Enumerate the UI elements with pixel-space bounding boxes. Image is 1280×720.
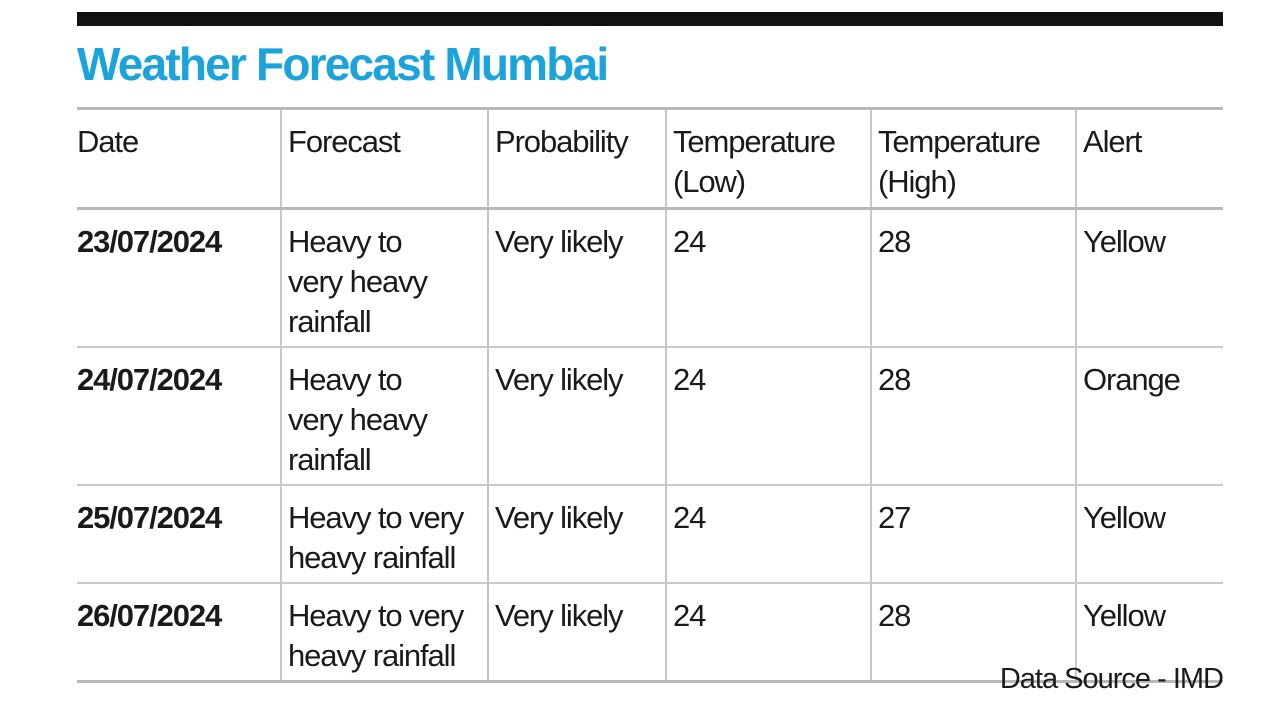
cell-date: 23/07/2024 (77, 224, 222, 259)
cell-temperature-low: 24 (665, 485, 871, 583)
cell-date: 25/07/2024 (77, 500, 222, 535)
cell-forecast: Heavy to very heavy rainfall (280, 347, 488, 485)
column-header-temperature-low: Temperature (Low) (665, 108, 871, 209)
table-row: 25/07/2024 Heavy to very heavy rainfall … (77, 485, 1223, 583)
cell-probability: Very likely (487, 347, 666, 485)
cell-forecast: Heavy to very heavy rainfall (280, 485, 488, 583)
cell-probability: Very likely (487, 208, 666, 347)
cell-forecast: Heavy to very heavy rainfall (280, 208, 488, 347)
column-header-alert: Alert (1075, 108, 1223, 209)
cell-temperature-low: 24 (665, 347, 871, 485)
cell-temperature-high: 28 (870, 208, 1076, 347)
column-header-temperature-high: Temperature (High) (870, 108, 1076, 209)
cell-alert: Yellow (1075, 583, 1223, 682)
cell-alert: Yellow (1075, 485, 1223, 583)
cell-temperature-low: 24 (665, 208, 871, 347)
top-rule (77, 12, 1223, 26)
cell-date: 24/07/2024 (77, 362, 222, 397)
cell-temperature-low: 24 (665, 583, 871, 682)
cell-temperature-high: 27 (870, 485, 1076, 583)
cell-temperature-high: 28 (870, 347, 1076, 485)
page-title: Weather Forecast Mumbai (77, 38, 609, 90)
table-header-row: Date Forecast Probability Temperature (L… (77, 108, 1223, 209)
forecast-table: Date Forecast Probability Temperature (L… (77, 107, 1223, 683)
cell-probability: Very likely (487, 583, 666, 682)
table-row: 24/07/2024 Heavy to very heavy rainfall … (77, 347, 1223, 485)
cell-alert: Orange (1075, 347, 1223, 485)
table-row: 26/07/2024 Heavy to very heavy rainfall … (77, 583, 1223, 682)
cell-date: 26/07/2024 (77, 598, 222, 633)
column-header-forecast: Forecast (280, 108, 488, 209)
column-header-probability: Probability (487, 108, 666, 209)
column-header-date: Date (77, 124, 139, 159)
table-row: 23/07/2024 Heavy to very heavy rainfall … (77, 208, 1223, 347)
cell-probability: Very likely (487, 485, 666, 583)
cell-alert: Yellow (1075, 208, 1223, 347)
forecast-table-wrapper: Date Forecast Probability Temperature (L… (77, 107, 1223, 683)
cell-temperature-high: 28 (870, 583, 1076, 682)
data-source-note: Data Source - IMD (999, 663, 1224, 695)
cell-forecast: Heavy to very heavy rainfall (280, 583, 488, 682)
